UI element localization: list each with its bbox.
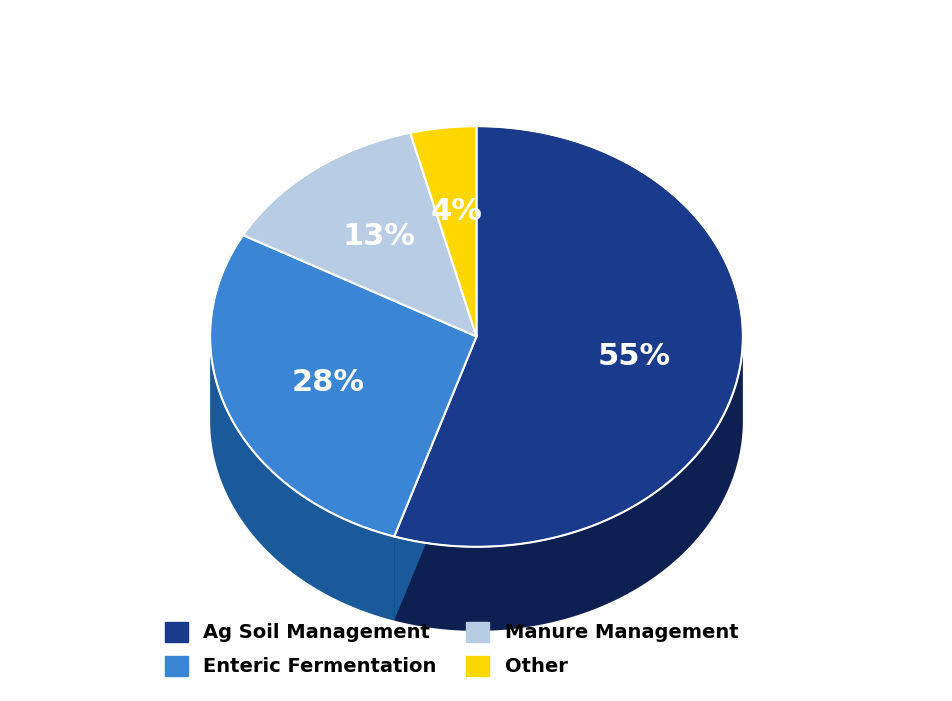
Polygon shape — [394, 337, 743, 631]
Polygon shape — [209, 235, 476, 536]
Polygon shape — [243, 132, 476, 336]
Polygon shape — [409, 126, 476, 336]
Text: 55%: 55% — [597, 341, 670, 371]
Text: 13%: 13% — [342, 222, 415, 251]
Legend: Ag Soil Management, Enteric Fermentation, Manure Management, Other: Ag Soil Management, Enteric Fermentation… — [156, 614, 745, 684]
Polygon shape — [209, 336, 394, 620]
Polygon shape — [394, 336, 476, 620]
Text: 4%: 4% — [430, 197, 482, 226]
Text: 28%: 28% — [291, 369, 364, 397]
Polygon shape — [394, 336, 476, 620]
Polygon shape — [394, 126, 743, 547]
